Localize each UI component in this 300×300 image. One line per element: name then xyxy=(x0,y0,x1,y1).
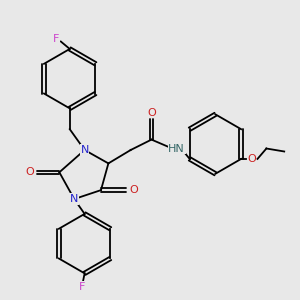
Text: F: F xyxy=(79,282,85,292)
Text: F: F xyxy=(53,34,60,44)
Text: N: N xyxy=(80,145,89,155)
Text: HN: HN xyxy=(168,143,185,154)
Text: O: O xyxy=(247,154,256,164)
Text: O: O xyxy=(147,108,156,118)
Text: O: O xyxy=(129,185,138,195)
Text: O: O xyxy=(25,167,34,177)
Text: N: N xyxy=(70,194,78,204)
